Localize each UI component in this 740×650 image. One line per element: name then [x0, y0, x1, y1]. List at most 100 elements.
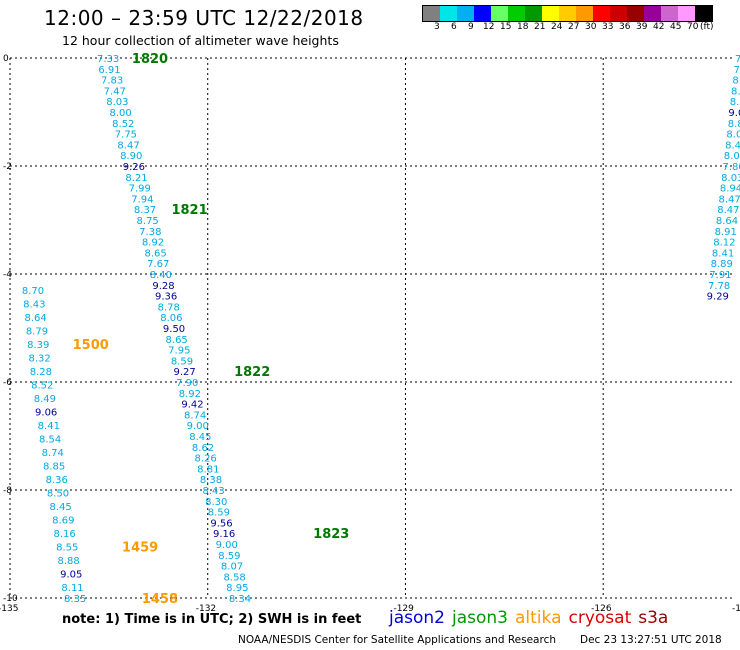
wave-height-label: 7.67 — [147, 259, 169, 270]
legend-swatch — [491, 6, 508, 21]
chart-grid — [9, 57, 735, 599]
wave-height-label: 8.92 — [179, 389, 201, 400]
wave-height-label: 8.07 — [221, 562, 243, 573]
wave-height-label: 8.36 — [46, 475, 68, 486]
legend-swatch — [593, 6, 610, 21]
wave-height-label: 8.59 — [171, 356, 193, 367]
y-tick-label: -4 — [3, 270, 12, 280]
wave-height-label: 9.00 — [187, 421, 209, 432]
legend-swatch — [457, 6, 474, 21]
wave-height-label: 9.36 — [155, 292, 177, 303]
wave-height-label: 8.91 — [715, 227, 737, 238]
wave-height-label: 7.90 — [176, 378, 198, 389]
legend-swatch — [678, 6, 695, 21]
wave-height-label: 8.74 — [42, 448, 64, 459]
wave-height-label: 8.03 — [721, 173, 740, 184]
credit-text: NOAA/NESDIS Center for Satellite Applica… — [238, 634, 556, 646]
wave-height-label: 8.94 — [720, 184, 740, 195]
legend-swatch — [474, 6, 491, 21]
y-tick-label: -10 — [3, 594, 18, 604]
chart-data-labels: 7.336.917.837.478.038.008.527.758.478.90… — [22, 54, 740, 605]
wave-height-label: 8.52 — [31, 381, 53, 392]
wave-height-label: 7.99 — [129, 184, 151, 195]
wave-height-label: 8.92 — [731, 86, 740, 97]
wave-height-label: 8.38 — [200, 475, 222, 486]
wave-height-label: 8.37 — [134, 205, 156, 216]
legend-swatch — [627, 6, 644, 21]
wave-height-label: 7.94 — [131, 194, 153, 205]
footer-note: note: 1) Time is in UTC; 2) SWH is in fe… — [62, 612, 362, 627]
generated-timestamp: Dec 23 13:27:51 UTC 2018 — [580, 634, 722, 646]
wave-height-label: 8.85 — [43, 462, 65, 473]
time-annotation: 1821 — [171, 203, 207, 218]
wave-height-label: 9.06 — [35, 408, 57, 419]
wave-height-label: 8.11 — [61, 583, 83, 594]
legend-swatch — [695, 6, 712, 21]
y-tick-label: -2 — [3, 162, 12, 172]
wave-height-label: 8.49 — [34, 394, 56, 405]
time-annotation: 1823 — [313, 527, 349, 542]
legend-label: 9 — [468, 22, 474, 32]
wave-height-label: 7.33 — [97, 54, 119, 65]
wave-height-label: 8.81 — [197, 464, 219, 475]
wave-height-label: 8.78 — [158, 302, 180, 313]
wave-height-label: 7.52 — [735, 54, 740, 65]
wave-height-label: 8.41 — [712, 248, 734, 259]
satellite-legend: jason2 jason3 altika cryosat s3a — [389, 608, 675, 628]
wave-height-label: 8.32 — [28, 354, 50, 365]
wave-height-label: 8.12 — [713, 238, 735, 249]
wave-height-label: 9.05 — [60, 570, 82, 581]
wave-height-label: 8.03 — [724, 151, 740, 162]
wave-height-label: 7.80 — [722, 162, 740, 173]
wave-height-label: 8.92 — [142, 238, 164, 249]
legend-label: 12 — [483, 22, 495, 32]
satellite-name: s3a — [638, 608, 669, 628]
wave-height-label: 7.12 — [734, 65, 740, 76]
satellite-name: cryosat — [568, 608, 632, 628]
legend-label: (ft) — [700, 22, 714, 32]
color-scale-labels: 3 6 9 12 15 18 21 24 27 30 33 36 39 42 45 70 (ft) — [422, 22, 740, 34]
legend-label: 33 — [602, 22, 614, 32]
color-scale-legend — [422, 5, 713, 22]
wave-height-label: 8.95 — [226, 583, 248, 594]
legend-label: 18 — [517, 22, 529, 32]
wave-height-label: 8.30 — [205, 497, 227, 508]
x-tick-label: -129 — [393, 604, 414, 614]
wave-height-label: 8.03 — [106, 97, 128, 108]
x-tick-label: -126 — [591, 604, 612, 614]
wave-height-label: 8.50 — [47, 489, 69, 500]
wave-height-label: 8.35 — [64, 594, 86, 605]
wave-height-label: 7.91 — [709, 270, 731, 281]
wave-height-label: 8.47 — [717, 205, 739, 216]
wave-height-label: 8.54 — [39, 435, 61, 446]
legend-label: 24 — [551, 22, 563, 32]
x-tick-label: -135 — [0, 604, 18, 614]
wave-height-label: 8.26 — [195, 454, 217, 465]
wave-height-label: 8.47 — [719, 194, 740, 205]
satellite-name: jason2 — [389, 608, 445, 628]
wave-height-label: 8.69 — [52, 516, 74, 527]
wave-height-label: 8.30 — [732, 76, 740, 87]
time-annotation: 1500 — [73, 338, 109, 353]
y-tick-label: 0 — [3, 54, 9, 64]
wave-height-label: 7.83 — [101, 76, 123, 87]
satellite-name: jason3 — [452, 608, 508, 628]
wave-height-label: 8.06 — [160, 313, 182, 324]
time-annotation: 1458 — [142, 592, 178, 607]
legend-swatch — [661, 6, 678, 21]
wave-height-label: 8.40 — [150, 270, 172, 281]
wave-height-label: 7.78 — [708, 281, 730, 292]
wave-height-label: 8.64 — [25, 313, 47, 324]
wave-height-label: 9.29 — [707, 292, 729, 303]
legend-swatch — [559, 6, 576, 21]
wave-height-label: 8.58 — [224, 572, 246, 583]
wave-height-label: 8.41 — [38, 421, 60, 432]
wave-height-label: 7.47 — [104, 86, 126, 97]
wave-height-label: 9.27 — [173, 367, 195, 378]
wave-height-label: 8.26 — [730, 97, 740, 108]
legend-label: 42 — [653, 22, 665, 32]
wave-height-label: 8.04 — [726, 130, 740, 141]
chart-axis-ticks: -135-132-129-126-123-1240-2-4-6-8-10 — [0, 54, 740, 614]
legend-swatch — [644, 6, 661, 21]
